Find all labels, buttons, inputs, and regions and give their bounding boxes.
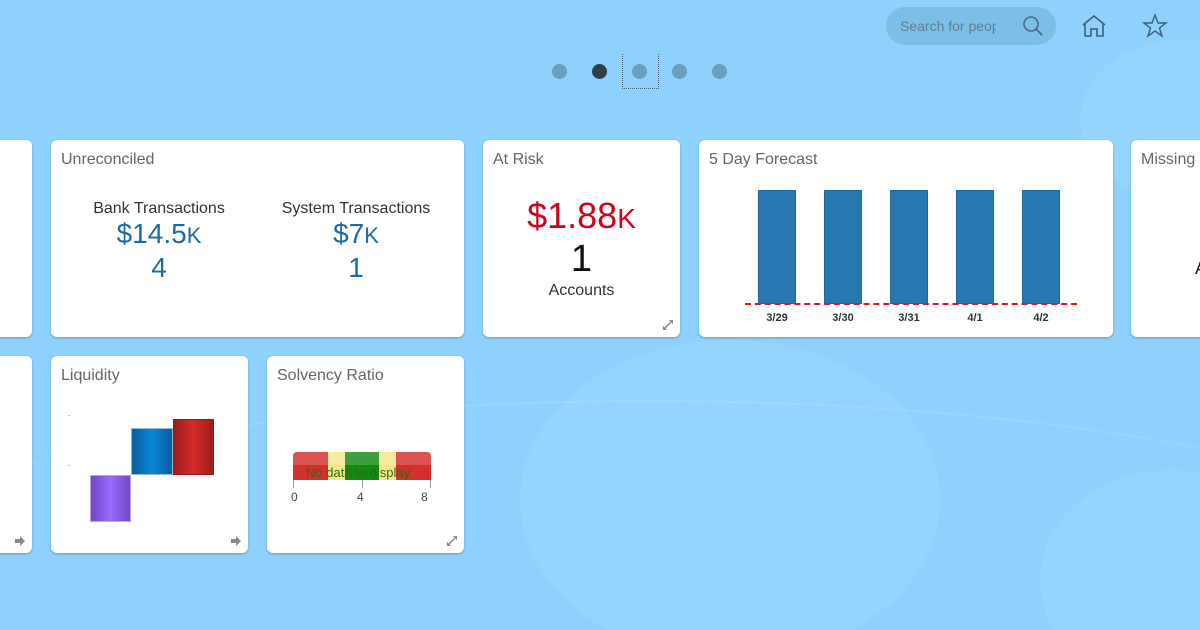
tile-solvency-ratio[interactable]: Solvency Ratio No data to display 0 4 8 <box>267 356 464 553</box>
chart-bar[interactable] <box>758 190 796 304</box>
page-dot-2-active[interactable] <box>592 64 607 79</box>
system-transactions-kpi: System Transactions $7K 1 <box>273 200 439 284</box>
search-icon[interactable] <box>1022 15 1044 37</box>
kpi-count: 4 <box>151 252 167 283</box>
gauge-axis <box>293 480 431 488</box>
page-dot-4[interactable] <box>672 64 687 79</box>
kpi-amount: $14.5K <box>116 218 202 249</box>
tile-title: At Risk <box>493 151 544 168</box>
liquidity-bar-purple[interactable] <box>90 475 131 522</box>
tile-title: Liquidity <box>61 367 120 384</box>
gauge-gloss <box>293 452 431 465</box>
kpi-amount: $7K <box>333 218 379 249</box>
kpi-label: Bank Transactions <box>93 200 225 217</box>
navigate-arrow-icon[interactable] <box>230 535 242 547</box>
gauge-tick-label: 8 <box>421 490 428 504</box>
x-axis-label: 3/30 <box>832 312 854 324</box>
page-indicator <box>552 54 752 89</box>
tile-missing[interactable]: Missing A <box>1131 140 1200 337</box>
star-icon[interactable] <box>1141 12 1169 40</box>
search-box[interactable] <box>886 7 1056 45</box>
tile-liquidity[interactable]: Liquidity <box>51 356 248 553</box>
tile-at-risk[interactable]: At Risk $1.88K 1 Accounts <box>483 140 680 337</box>
gauge-tick-label: 0 <box>291 490 298 504</box>
page-dot-5[interactable] <box>712 64 727 79</box>
chart-bar[interactable] <box>956 190 994 304</box>
x-axis-label: 3/31 <box>898 312 920 324</box>
threshold-line <box>745 303 1077 305</box>
tile-unreconciled[interactable]: Unreconciled Bank Transactions $14.5K 4 … <box>51 140 464 337</box>
kpi-label: System Transactions <box>281 200 431 217</box>
gauge-band-red <box>293 452 328 480</box>
tile-partial-left-top[interactable] <box>0 140 32 337</box>
chart-bar[interactable] <box>890 190 928 304</box>
axis-tick <box>68 415 70 416</box>
background-swoosh <box>0 400 1200 630</box>
missing-partial-text: A <box>1195 258 1200 279</box>
liquidity-bar-red[interactable] <box>173 419 214 475</box>
page-dot-3[interactable] <box>622 54 659 89</box>
tile-title: Unreconciled <box>61 151 155 168</box>
at-risk-amount: $1.88K <box>527 195 636 236</box>
home-icon[interactable] <box>1080 12 1108 40</box>
tile-5-day-forecast[interactable]: 5 Day Forecast 3/29 3/30 3/31 4/1 4/2 <box>699 140 1113 337</box>
axis-tick <box>68 465 70 466</box>
tile-title: 5 Day Forecast <box>709 151 818 168</box>
bank-transactions-kpi: Bank Transactions $14.5K 4 <box>81 200 237 284</box>
navigate-arrow-icon[interactable] <box>14 535 26 547</box>
gauge-band-red <box>396 452 431 480</box>
gauge-band-yellow <box>379 452 396 480</box>
tile-title: Solvency Ratio <box>277 367 384 384</box>
kpi-count: 1 <box>348 252 364 283</box>
x-axis-label: 4/2 <box>1033 312 1049 324</box>
expand-icon[interactable] <box>446 535 458 547</box>
solvency-gauge <box>293 452 431 480</box>
gauge-band-yellow <box>328 452 345 480</box>
liquidity-bar-blue[interactable] <box>131 428 173 475</box>
x-axis-label: 4/1 <box>967 312 983 324</box>
expand-icon[interactable] <box>662 319 674 331</box>
chart-bar[interactable] <box>1022 190 1060 304</box>
tile-partial-left-bottom[interactable] <box>0 356 32 553</box>
page-dot-1[interactable] <box>552 64 567 79</box>
tile-title: Missing <box>1141 151 1196 168</box>
at-risk-label: Accounts <box>548 282 615 299</box>
chart-bar[interactable] <box>824 190 862 304</box>
gauge-tick-label: 4 <box>357 490 364 504</box>
gauge-band-green <box>345 452 379 480</box>
x-axis-label: 3/29 <box>766 312 788 324</box>
search-input[interactable] <box>900 18 996 34</box>
at-risk-count: 1 <box>570 238 593 280</box>
no-data-message: No data to display <box>306 465 411 480</box>
